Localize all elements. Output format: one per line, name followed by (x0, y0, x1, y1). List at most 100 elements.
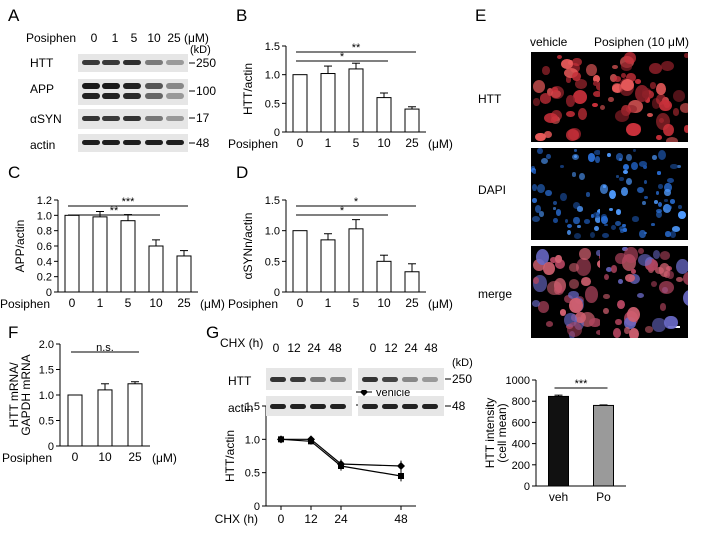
series-line (281, 438, 402, 467)
bar (67, 394, 83, 447)
cell-blob (659, 100, 672, 112)
cell-blob (622, 223, 626, 228)
y-tick-label: 0.5 (245, 468, 260, 480)
cell-blob (645, 258, 658, 271)
cell-blob (555, 255, 562, 263)
cell-blob (568, 279, 579, 289)
x-axis-label: Posiphen (228, 137, 278, 151)
cell-blob (614, 109, 630, 123)
cell-blob (657, 202, 662, 208)
y-tick-label: 1.0 (39, 390, 54, 402)
cell-blob (644, 326, 654, 334)
cell-blob (600, 105, 606, 111)
cell-blob (651, 223, 655, 226)
bar (92, 216, 108, 293)
y-tick-label: 0.5 (265, 256, 280, 268)
cell-blob (594, 225, 599, 231)
cell-blob (672, 108, 680, 116)
blot-row-label: αSYN (30, 112, 62, 126)
significance-label: *** (122, 196, 136, 208)
cell-blob (615, 152, 624, 162)
cell-blob (632, 148, 637, 153)
cell-blob (676, 276, 683, 283)
cell-blob (665, 231, 671, 237)
cell-blob (647, 112, 654, 117)
row-label-dapi: DAPI (478, 183, 507, 197)
cell-blob (655, 94, 667, 106)
cell-blob (564, 218, 569, 224)
cell-blob (620, 187, 628, 196)
timepoint-label: 12 (287, 341, 301, 355)
cell-blob (676, 164, 682, 169)
significance-label: * (340, 51, 345, 63)
blot-strip-g-actin-right (358, 396, 444, 416)
blot-strip-g-actin-left (266, 396, 352, 416)
cell-blob (591, 102, 598, 108)
cell-blob (583, 219, 590, 225)
cell-blob (636, 293, 645, 299)
cell-blob (622, 164, 629, 171)
bar (292, 230, 308, 293)
cell-blob (572, 71, 581, 82)
cell-blob (605, 266, 613, 273)
cell-blob (603, 273, 609, 281)
cell-blob (565, 76, 572, 83)
cell-blob (651, 98, 661, 109)
cell-blob (596, 329, 604, 336)
cell-blob (667, 178, 675, 184)
x-unit-label: (μM) (428, 137, 453, 151)
cell-blob (567, 290, 579, 300)
cell-blob (545, 190, 552, 196)
y-tick-label: 200 (512, 460, 530, 472)
cell-blob (610, 265, 618, 273)
cell-blob (593, 81, 599, 86)
blot-strip-g-htt-left (266, 368, 352, 390)
cell-blob (666, 137, 678, 142)
cell-blob (594, 150, 601, 156)
cell-blob (664, 188, 671, 197)
bar (593, 404, 614, 487)
data-point (397, 462, 405, 470)
cell-blob (659, 281, 675, 294)
bar (320, 73, 336, 133)
cell-blob (566, 229, 572, 236)
significance-label: *** (575, 378, 589, 390)
y-tick-label: 1.5 (245, 401, 260, 413)
cell-blob (573, 148, 578, 152)
x-axis-label: Posiphen (2, 451, 52, 465)
kd-marker: 250 (196, 56, 217, 70)
timepoint-label: 0 (369, 341, 377, 355)
y-tick-label: 0 (524, 481, 530, 493)
cell-blob (593, 91, 602, 98)
cell-blob (578, 247, 591, 261)
y-axis-label: GAPDH mRNA (19, 354, 33, 435)
x-tick-label: 12 (304, 512, 318, 526)
cell-blob (642, 201, 646, 206)
cell-blob (547, 281, 562, 295)
blot-row-label: actin (30, 138, 56, 152)
y-tick-label: 1000 (506, 375, 530, 387)
cell-blob (671, 226, 680, 232)
blot-strip-htt (78, 54, 188, 72)
cell-blob (650, 281, 657, 288)
bar (292, 74, 308, 133)
x-unit-label: (μM) (428, 297, 453, 311)
cell-blob (615, 220, 622, 226)
y-axis-label: (cell mean) (495, 403, 509, 462)
chx-label: CHX (h) (220, 336, 264, 350)
cell-blob (531, 198, 537, 203)
cell-blob (679, 103, 688, 114)
panel-g-western-blot: CHX (h) 0 12 24 48 0 12 24 48 (206, 336, 486, 396)
cell-blob (629, 273, 641, 284)
cell-blob (590, 214, 595, 219)
cell-blob (616, 299, 625, 309)
cell-blob (540, 93, 552, 104)
cell-blob (545, 320, 554, 327)
x-tick-label: 1 (325, 296, 332, 310)
cell-blob (658, 184, 664, 189)
cell-blob (594, 156, 600, 164)
cell-blob (626, 123, 641, 137)
cell-blob (620, 62, 633, 71)
cell-blob (587, 153, 596, 162)
cell-blob (552, 201, 557, 206)
